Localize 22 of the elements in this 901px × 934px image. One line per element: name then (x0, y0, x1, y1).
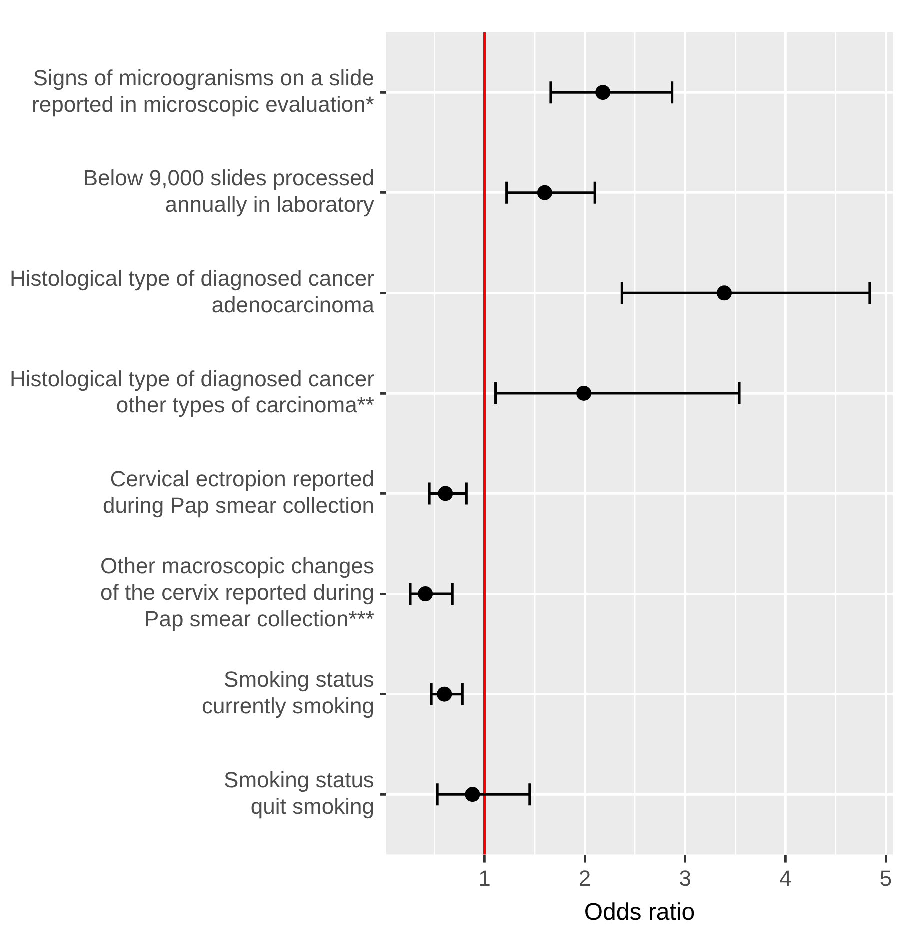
x-axis-title: Odds ratio (584, 899, 696, 926)
x-tick-label: 1 (478, 866, 491, 892)
y-tick-label: Histological type of diagnosed cancer other types of carcinoma** (10, 366, 375, 418)
point (438, 486, 454, 502)
y-tick-label: Smoking status quit smoking (224, 767, 374, 819)
point (437, 686, 452, 702)
y-tick-label: Smoking status currently smoking (202, 667, 374, 719)
y-tick-label: Signs of microogranisms on a slide reported in microscopic evaluation* (32, 65, 375, 117)
x-tick-label: 2 (578, 866, 592, 892)
x-tick-label: 4 (780, 866, 792, 892)
point (596, 85, 611, 100)
y-tick-label: Histological type of diagnosed cancer adenocarcinoma (10, 266, 376, 318)
point (576, 386, 592, 401)
point (465, 787, 480, 802)
point (716, 286, 732, 301)
x-tick-label: 3 (679, 866, 692, 892)
y-tick-label: Cervical ectropion reported during Pap smear collection (102, 466, 374, 518)
point (418, 586, 434, 602)
x-tick-label: 5 (880, 866, 892, 892)
point (537, 185, 552, 200)
y-tick-label: Below 9,000 slides processed annually in laboratory (83, 166, 374, 218)
y-tick-label: Other macroscopic changes of the cervix reported during Pap smear collection*** (100, 554, 375, 632)
